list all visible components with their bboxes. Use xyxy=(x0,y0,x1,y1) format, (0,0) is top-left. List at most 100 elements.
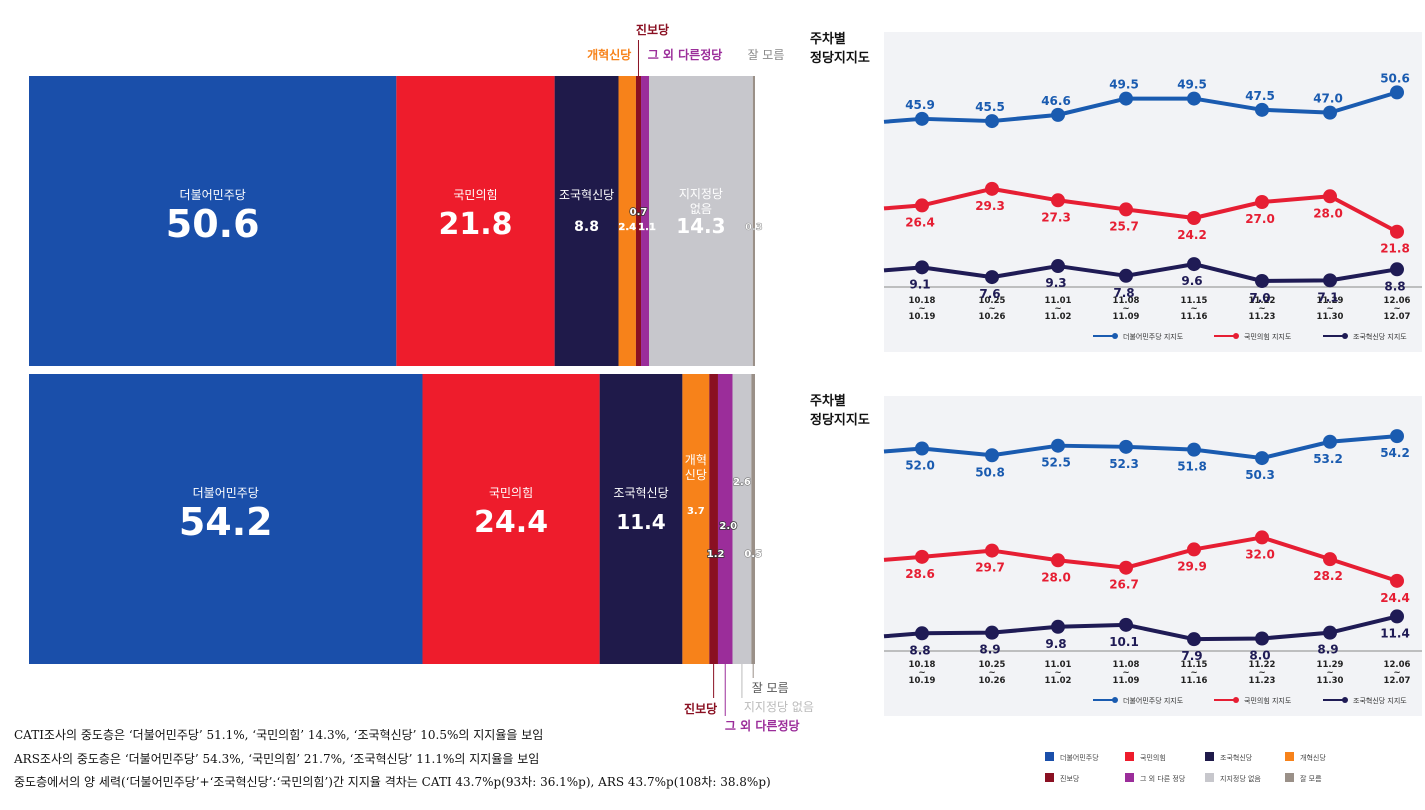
line1-label-2-1: 8.9 xyxy=(979,643,1000,657)
party-legend-label: 잘 모름 xyxy=(1300,775,1322,783)
line1-label-1-6: 28.2 xyxy=(1313,569,1343,583)
line1-label-2-0: 8.8 xyxy=(909,643,930,657)
line1-label-1-3: 26.7 xyxy=(1109,578,1139,592)
line1-point-1-7 xyxy=(1390,573,1404,588)
party-legend-label: 개혁신당 xyxy=(1300,754,1326,762)
line1-point-0-2 xyxy=(1051,438,1065,453)
line1-label-1-1: 29.7 xyxy=(975,561,1005,575)
line1-x-tick-2: 11.01 ~11.02 xyxy=(1045,660,1072,686)
line0-label-1-4: 24.2 xyxy=(1177,228,1207,242)
line0-point-0-2 xyxy=(1051,107,1065,122)
line1-point-0-7 xyxy=(1390,429,1404,444)
line0-series-2 xyxy=(921,262,1398,283)
party-legend-swatch xyxy=(1205,752,1214,761)
party-legend-label: 그 외 다른 정당 xyxy=(1140,775,1186,783)
line0-label-1-6: 28.0 xyxy=(1313,206,1343,220)
line1-label-0-1: 50.8 xyxy=(975,465,1005,479)
line0-label-2-2: 9.3 xyxy=(1045,276,1066,290)
line1-legend-label-2: 조국혁신당 지지도 xyxy=(1353,696,1407,705)
line0-label-0-2: 46.6 xyxy=(1041,94,1071,108)
line0-point-0-3 xyxy=(1119,91,1133,106)
line1-x-tick-5: 11.22 ~11.23 xyxy=(1249,660,1276,686)
bar0-value-6: 14.3 xyxy=(676,214,725,238)
bar1-segment-1 xyxy=(422,374,600,664)
line1-point-1-2 xyxy=(1051,553,1065,568)
line1-label-1-7: 24.4 xyxy=(1380,591,1410,605)
line1-label-2-4: 7.9 xyxy=(1181,649,1202,663)
line1-point-0-5 xyxy=(1255,451,1269,466)
bar1-bottom-label-3: 잘 모름 xyxy=(752,681,789,695)
bar1-bottom-label-0: 진보당 xyxy=(684,701,717,716)
line1-point-1-3 xyxy=(1119,560,1133,575)
line0-label-1-2: 27.3 xyxy=(1041,210,1071,224)
line0-label-2-6: 7.1 xyxy=(1317,290,1338,304)
line0-label-0-3: 49.5 xyxy=(1109,78,1139,92)
line0-label-1-0: 26.4 xyxy=(905,215,935,229)
line0-label-2-0: 9.1 xyxy=(909,277,930,291)
line0-point-2-2 xyxy=(1051,259,1065,274)
line1-label-2-7: 11.4 xyxy=(1380,626,1410,640)
bar0-segment-7 xyxy=(752,76,755,366)
party-legend-label: 진보당 xyxy=(1060,775,1080,783)
party-legend-label: 국민의힘 xyxy=(1140,754,1166,762)
line1-label-1-5: 32.0 xyxy=(1245,547,1275,561)
party-legend-item: 조국혁신당 xyxy=(1205,752,1252,763)
line1-point-1-1 xyxy=(985,543,999,558)
bar0-top-label-2: 그 외 다른정당 xyxy=(648,47,723,62)
party-legend-item: 지지정당 없음 xyxy=(1205,773,1261,784)
line0-label-2-7: 8.8 xyxy=(1384,279,1405,293)
bar1-value-1: 24.4 xyxy=(474,505,548,540)
line1-x-tick-4: 11.15 ~11.16 xyxy=(1181,660,1208,686)
line0-x-tick-7: 12.06 ~12.07 xyxy=(1384,296,1411,322)
line0-label-2-4: 9.6 xyxy=(1181,274,1202,288)
line-chart-title-1: 주차별 정당지지도 xyxy=(810,32,870,66)
line0-label-0-5: 47.5 xyxy=(1245,89,1275,103)
line1-point-2-2 xyxy=(1051,619,1065,634)
line1-legend-dot-1 xyxy=(1233,697,1239,703)
bar1-segment-3 xyxy=(682,374,710,664)
line0-legend-label-1: 국민의힘 지지도 xyxy=(1244,332,1292,341)
party-legend-item: 국민의힘 xyxy=(1125,752,1166,763)
line1-legend-dot-0 xyxy=(1112,697,1118,703)
line0-point-1-1 xyxy=(985,181,999,196)
bar0-value-4: 0.7 xyxy=(630,207,648,218)
party-legend-label: 조국혁신당 xyxy=(1220,754,1253,762)
line0-label-2-5: 7.0 xyxy=(1249,291,1270,305)
line0-label-0-0: 45.9 xyxy=(905,98,935,112)
bar1-segment-7 xyxy=(751,374,755,664)
line0-x-tick-5: 11.22 ~11.23 xyxy=(1249,296,1276,322)
party-legend-item: 잘 모름 xyxy=(1285,773,1322,784)
bar1-name-0: 더불어민주당 xyxy=(193,486,259,500)
party-legend-swatch xyxy=(1045,773,1054,782)
line0-point-2-7 xyxy=(1390,262,1404,277)
line1-point-2-7 xyxy=(1390,609,1404,624)
line0-point-0-6 xyxy=(1323,105,1337,120)
party-legend-label: 더불어민주당 xyxy=(1060,754,1099,762)
note-gap: 중도층에서의 양 세력(‘더불어민주당’+‘조국혁신당’:‘국민의힘’)간 지지… xyxy=(14,775,771,789)
line0-x-tick-6: 11.29 ~11.30 xyxy=(1317,296,1344,322)
line1-point-2-3 xyxy=(1119,617,1133,632)
line1-label-0-3: 52.3 xyxy=(1109,457,1139,471)
party-legend-item: 그 외 다른 정당 xyxy=(1125,773,1185,784)
bar0-name-0: 더불어민주당 xyxy=(180,188,246,202)
line-chart-title-2: 주차별 정당지지도 xyxy=(810,394,870,428)
bar1-bottom-label-1: 그 외 다른정당 xyxy=(725,718,800,733)
line1-x-tick-3: 11.08 ~11.09 xyxy=(1113,660,1140,686)
line1-point-1-5 xyxy=(1255,530,1269,545)
bar1-segment-4 xyxy=(709,374,718,664)
line0-label-0-6: 47.0 xyxy=(1313,92,1343,106)
bar0-top-label-1: 진보당 xyxy=(636,22,669,37)
party-legend-item: 개혁신당 xyxy=(1285,752,1326,763)
party-legend-swatch xyxy=(1125,773,1134,782)
line0-label-0-7: 50.6 xyxy=(1380,71,1410,85)
line1-legend-label-1: 국민의힘 지지도 xyxy=(1244,696,1292,705)
line0-label-0-4: 49.5 xyxy=(1177,78,1207,92)
line1-label-0-6: 53.2 xyxy=(1313,452,1343,466)
line1-point-0-3 xyxy=(1119,439,1133,454)
bar1-segment-6 xyxy=(732,374,752,664)
line1-label-0-0: 52.0 xyxy=(905,459,935,473)
bar0-value-7: 0.3 xyxy=(745,222,763,233)
line0-x-tick-1: 10.25 ~10.26 xyxy=(979,296,1006,322)
line0-point-0-7 xyxy=(1390,85,1404,100)
